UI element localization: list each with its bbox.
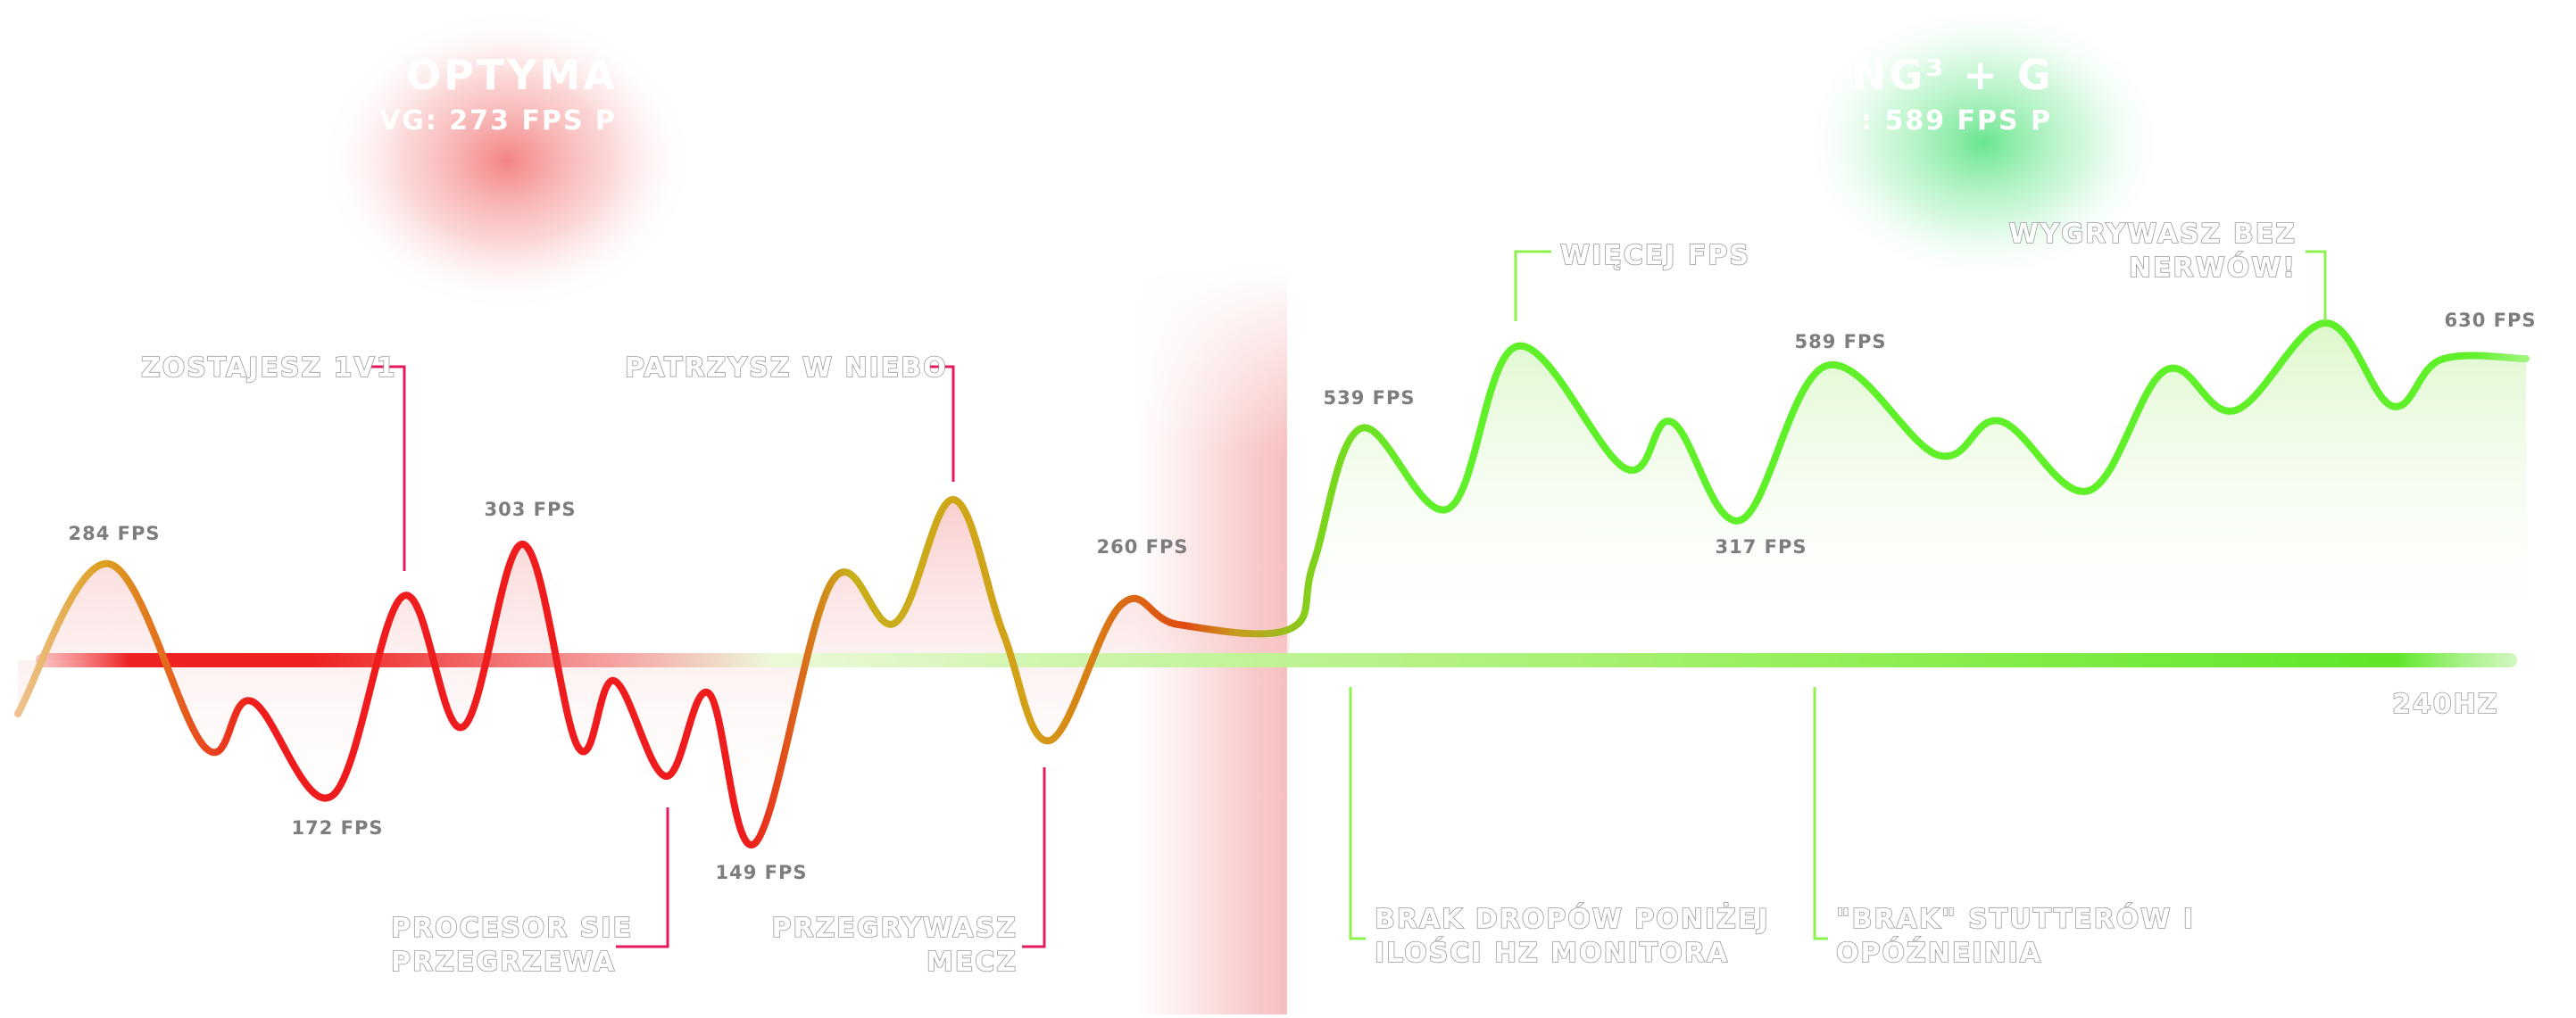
annotation-connector-line xyxy=(1022,767,1046,948)
annotation-connector-line xyxy=(1514,250,1551,321)
annotation-label: ILOŚCI HZ MONITORA xyxy=(1375,936,1729,969)
annotation-connector-line xyxy=(928,365,955,482)
annotation-label: PATRZYSZ W NIEBO xyxy=(625,352,948,384)
annotation-connector-line xyxy=(1813,687,1828,940)
fps-value-label: 172 FPS xyxy=(291,817,383,839)
fps-value-label: 317 FPS xyxy=(1715,536,1807,558)
fps-value-label: 303 FPS xyxy=(484,499,576,520)
annotation-label: PROCESOR SIE xyxy=(391,913,633,944)
right-area-fill xyxy=(1290,322,2526,660)
annotation-connector-line xyxy=(1349,687,1366,940)
fps-value-label: 589 FPS xyxy=(1794,331,1886,352)
right-header-title: NG³ + G xyxy=(1852,51,2054,99)
annotation-label: WIĘCEJ FPS xyxy=(1560,240,1750,271)
left-header-glow xyxy=(320,9,694,312)
annotation-label: "BRAK" STUTTERÓW I xyxy=(1836,902,2195,935)
fps-labels: 284 FPS 172 FPS 303 FPS 149 FPS 260 FPS 539 F… xyxy=(68,310,2536,883)
annotation-label: WYGRYWASZ BEZ xyxy=(2009,219,2298,250)
annotation-connector-line xyxy=(2306,250,2327,321)
annotations: ZOSTAJESZ 1V1 PATRZYSZ W NIEBO PROCESOR SI… xyxy=(140,218,2298,979)
fps-value-label: 260 FPS xyxy=(1096,536,1188,558)
annotation-label: ZOSTAJESZ 1V1 xyxy=(141,352,397,384)
right-header-subtitle: : 589 FPS P xyxy=(1861,105,2052,137)
annotation-label: PRZEGRZEWA xyxy=(391,947,616,978)
annotation-connectors xyxy=(366,250,2327,948)
left-header-subtitle: VG: 273 FPS P xyxy=(379,105,617,137)
annotation-label: MECZ xyxy=(927,947,1018,978)
annotation-label: PRZEGRYWASZ xyxy=(772,913,1018,944)
annotation-label: OPÓŹNEINIA xyxy=(1836,936,2042,969)
fps-value-label: 630 FPS xyxy=(2444,310,2536,331)
threshold-label: 240HZ xyxy=(2392,689,2498,720)
annotation-connector-line xyxy=(616,807,669,948)
fps-curve xyxy=(14,319,2530,848)
left-area-fill xyxy=(18,499,1290,845)
threshold-line-240hz xyxy=(36,653,2517,667)
fps-value-label: 149 FPS xyxy=(715,862,807,883)
annotation-label: NERWÓW! xyxy=(2129,251,2297,284)
fps-value-label: 284 FPS xyxy=(68,523,160,544)
annotation-connector-line xyxy=(366,365,406,571)
right-header-glow xyxy=(1796,0,2171,286)
left-header-title: OPTYMA xyxy=(406,51,618,99)
fps-value-label: 539 FPS xyxy=(1323,387,1415,409)
annotation-label: BRAK DROPÓW PONIŻEJ xyxy=(1375,902,1770,935)
